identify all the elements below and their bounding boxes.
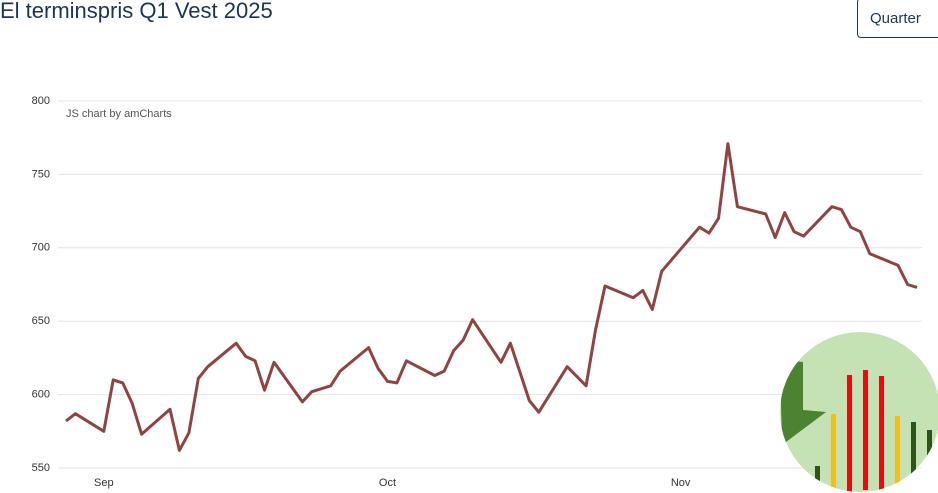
y-tick-label: 750: [32, 168, 50, 180]
y-tick-label: 600: [32, 389, 50, 401]
x-tick-label: Nov: [671, 477, 691, 489]
quarter-button[interactable]: Quarter: [857, 0, 938, 38]
x-tick-label: Sep: [94, 477, 114, 489]
y-tick-label: 700: [32, 242, 50, 254]
credit: JS chart by amCharts: [66, 108, 172, 120]
page-title: El terminspris Q1 Vest 2025: [0, 0, 273, 23]
y-tick-label: 800: [32, 95, 50, 107]
x-tick-label: Oct: [379, 477, 396, 489]
logo: [780, 332, 938, 492]
y-tick-label: 650: [32, 315, 50, 327]
price-line: [65, 142, 918, 452]
y-tick-label: 550: [32, 462, 50, 474]
